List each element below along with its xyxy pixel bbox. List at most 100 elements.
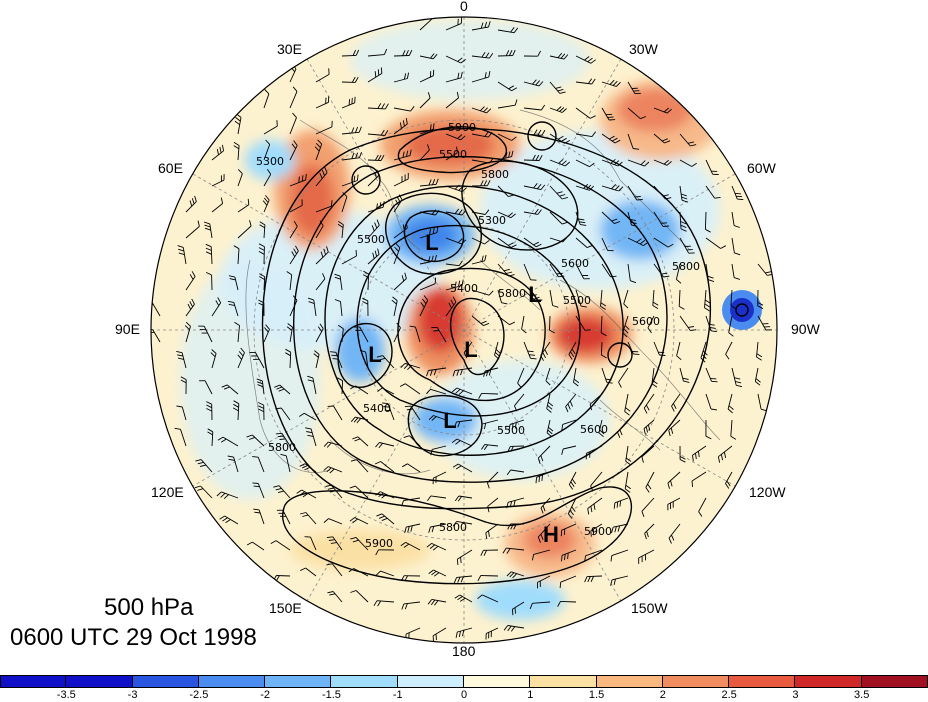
wind-barb bbox=[341, 224, 344, 239]
wind-barb-flag bbox=[327, 487, 334, 490]
wind-barb bbox=[289, 145, 298, 161]
wind-barb bbox=[355, 590, 369, 603]
wind-barb-flag bbox=[376, 219, 380, 226]
contour-5900-north bbox=[397, 126, 508, 174]
wind-barb-flag bbox=[676, 279, 682, 284]
wind-barb-flag bbox=[295, 245, 299, 252]
wind-barb bbox=[523, 289, 537, 303]
wind-barb-flag bbox=[299, 463, 306, 467]
wind-barb-flag bbox=[537, 457, 541, 464]
colorbar-cell bbox=[596, 675, 663, 688]
wind-barb-flag bbox=[670, 427, 674, 434]
wind-barb-flag bbox=[511, 87, 518, 92]
wind-barb-flag bbox=[679, 459, 686, 463]
wind-barb bbox=[419, 183, 437, 187]
wind-barb bbox=[561, 523, 577, 531]
wind-barb-flag bbox=[457, 576, 461, 583]
wind-barb-flag bbox=[246, 434, 253, 438]
wind-barb-flag bbox=[427, 599, 433, 605]
wind-barb-flag bbox=[431, 255, 434, 262]
wind-barb-flag bbox=[233, 403, 239, 408]
longitude-label: 120E bbox=[151, 484, 184, 500]
wind-barb-flag bbox=[228, 275, 236, 278]
wind-barb-flag bbox=[617, 161, 623, 167]
wind-barb bbox=[471, 260, 485, 265]
wind-barb bbox=[404, 362, 421, 369]
wind-barb-flag bbox=[296, 489, 302, 494]
wind-barb bbox=[263, 93, 270, 109]
wind-barb bbox=[356, 459, 369, 473]
wind-barb-flag bbox=[233, 145, 240, 150]
wind-barb-flag bbox=[380, 67, 383, 74]
wind-barb-flag bbox=[459, 597, 466, 602]
wind-barb-flag bbox=[480, 320, 487, 324]
wind-barb bbox=[731, 237, 735, 253]
wind-barb bbox=[393, 123, 408, 135]
wind-barb-flag bbox=[240, 347, 245, 353]
wind-barb bbox=[185, 226, 200, 239]
wind-barb-flag bbox=[337, 377, 343, 382]
wind-barb-flag bbox=[611, 137, 618, 142]
wind-barb-flag bbox=[483, 423, 487, 430]
wind-barb bbox=[754, 367, 759, 382]
wind-barb bbox=[532, 601, 551, 604]
wind-barb-flag bbox=[670, 480, 673, 487]
wind-barb-flag bbox=[403, 364, 409, 370]
wind-barb bbox=[257, 457, 265, 473]
wind-barb-flag bbox=[253, 508, 260, 511]
wind-barb bbox=[340, 301, 343, 317]
wind-barb bbox=[393, 107, 411, 112]
wind-barb bbox=[289, 352, 292, 369]
wind-barb bbox=[507, 625, 525, 629]
wind-barb bbox=[407, 463, 421, 473]
wind-barb-flag bbox=[559, 582, 562, 589]
wind-barb-flag bbox=[590, 59, 596, 64]
wind-barb-flag bbox=[690, 329, 697, 332]
wind-barb-flag bbox=[321, 169, 326, 176]
wind-barb-flag bbox=[540, 184, 546, 190]
wind-barb-flag bbox=[711, 380, 718, 383]
wind-barb bbox=[152, 329, 161, 343]
contour-label: 5500 bbox=[439, 148, 467, 161]
wind-barb-flag bbox=[667, 243, 674, 248]
wind-barb-flag bbox=[277, 435, 284, 438]
wind-barb-flag bbox=[618, 381, 622, 388]
wind-barb-flag bbox=[307, 379, 314, 382]
wind-barb bbox=[258, 509, 265, 525]
wind-barb-flag bbox=[589, 162, 595, 168]
wind-barb bbox=[601, 237, 609, 251]
wind-barb-flag bbox=[185, 321, 191, 327]
wind-barb-flag bbox=[265, 195, 270, 201]
wind-barb-flag bbox=[352, 436, 359, 440]
wind-barb-flag bbox=[374, 71, 377, 78]
wind-barb bbox=[151, 300, 161, 317]
wind-barb bbox=[315, 74, 330, 83]
wind-barb-flag bbox=[405, 50, 409, 56]
wind-barb-flag bbox=[512, 49, 516, 56]
contour-label: 5500 bbox=[357, 233, 385, 246]
wind-barb bbox=[315, 205, 332, 213]
contour-inner-1 bbox=[397, 267, 546, 402]
wind-barb-flag bbox=[194, 485, 201, 489]
wind-barb-flag bbox=[698, 511, 703, 517]
wind-barb bbox=[638, 549, 655, 559]
wind-barb-flag bbox=[404, 272, 407, 279]
wind-barb bbox=[379, 442, 395, 447]
longitude-label: 60W bbox=[747, 160, 776, 176]
wind-barb bbox=[645, 471, 655, 488]
wind-barb bbox=[387, 403, 395, 421]
wind-barb-flag bbox=[355, 152, 359, 159]
wind-barb-flag bbox=[561, 137, 567, 142]
wind-barb bbox=[575, 289, 582, 307]
wind-barb bbox=[457, 463, 473, 473]
colorbar-label: 0 bbox=[460, 689, 468, 701]
wind-barb-flag bbox=[477, 575, 482, 582]
wind-barb bbox=[523, 263, 532, 280]
map-border bbox=[150, 16, 778, 644]
wind-barb-flag bbox=[409, 325, 416, 328]
wind-barb bbox=[676, 341, 681, 356]
wind-barb-flag bbox=[381, 517, 388, 522]
wind-barb-flag bbox=[709, 327, 716, 329]
wind-barb-flag bbox=[221, 144, 225, 151]
wind-barb-flag bbox=[237, 354, 243, 360]
